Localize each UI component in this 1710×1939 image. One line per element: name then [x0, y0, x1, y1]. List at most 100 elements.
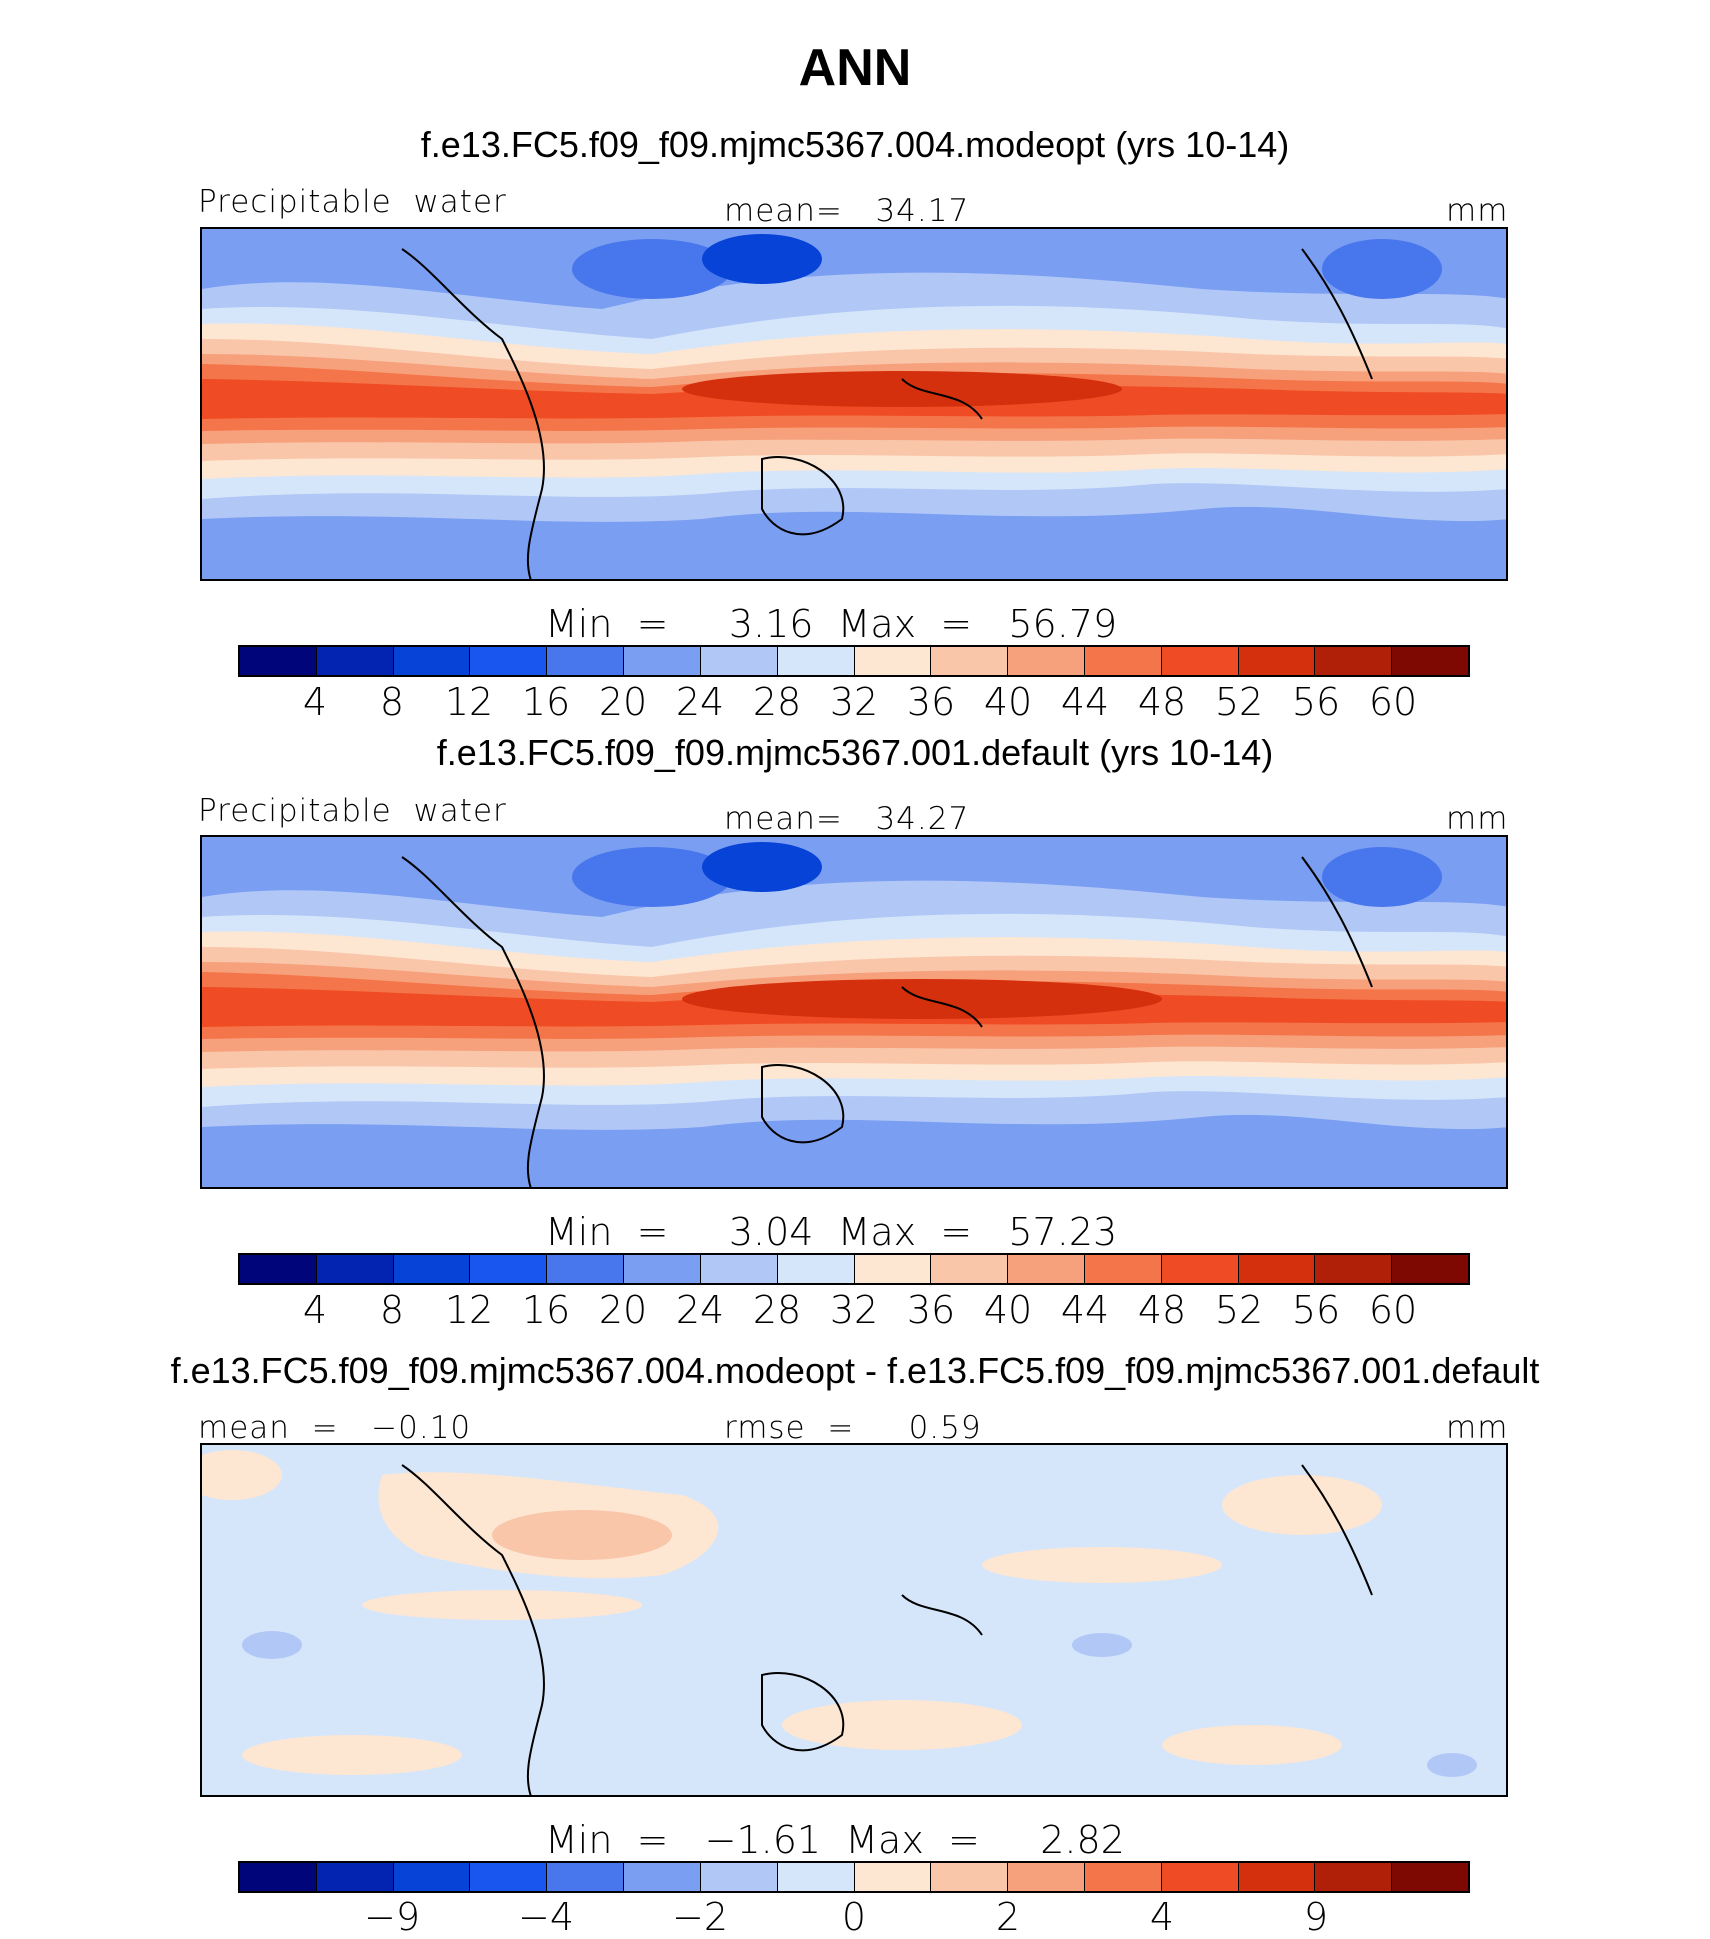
panel-1-map: [200, 227, 1508, 581]
colorbar-swatch: [1315, 1255, 1393, 1283]
colorbar-swatch: [931, 1863, 1009, 1891]
colorbar-swatch: [854, 1863, 932, 1891]
colorbar-swatch: [931, 1255, 1009, 1283]
colorbar-swatch: [1008, 1863, 1085, 1891]
panel-1-units-label: mm: [1446, 193, 1509, 229]
colorbar-swatch: [1392, 647, 1468, 675]
colorbar-tick-label: 20: [598, 680, 648, 724]
colorbar-tick-label: 4: [1149, 1895, 1175, 1939]
colorbar-tick-label: 52: [1214, 1288, 1264, 1332]
colorbar-swatch: [700, 647, 778, 675]
panel-2-title: f.e13.FC5.f09_f09.mjmc5367.001.default (…: [436, 732, 1274, 773]
colorbar-swatch: [1084, 1863, 1162, 1891]
colorbar-tick-label: 20: [598, 1288, 648, 1332]
colorbar-swatch: [931, 647, 1009, 675]
colorbar-swatch: [470, 1863, 548, 1891]
panel-3-minmax: Min = −1.61 Max = 2.82: [545, 1818, 1125, 1862]
colorbar-tick-label: 32: [829, 1288, 879, 1332]
colorbar-tick-label: 60: [1368, 1288, 1418, 1332]
colorbar-swatch: [547, 1863, 625, 1891]
colorbar-swatch: [624, 647, 701, 675]
colorbar-swatch: [777, 1255, 855, 1283]
colorbar-tick-label: 44: [1060, 1288, 1110, 1332]
colorbar-tick-label: 8: [379, 1288, 405, 1332]
panel-1-minmax: Min = 3.16 Max = 56.79: [545, 602, 1118, 646]
panel-1-mean-label: mean= 34.17: [724, 193, 970, 229]
colorbar-tick-label: 32: [829, 680, 879, 724]
panel-2-colorbar: [238, 1253, 1470, 1285]
colorbar-swatch: [1084, 647, 1162, 675]
panel-2-units-label: mm: [1446, 801, 1509, 837]
colorbar-tick-label: 4: [302, 1288, 328, 1332]
colorbar-swatch: [240, 1863, 317, 1891]
panel-1-variable-label: Precipitable water: [198, 184, 507, 220]
colorbar-swatch: [624, 1863, 701, 1891]
colorbar-swatch: [854, 1255, 932, 1283]
colorbar-tick-label: 16: [521, 680, 571, 724]
main-title: ANN: [798, 39, 912, 97]
colorbar-tick-label: 60: [1368, 680, 1418, 724]
colorbar-swatch: [547, 1255, 625, 1283]
panel-3-title: f.e13.FC5.f09_f09.mjmc5367.004.modeopt -…: [170, 1350, 1540, 1391]
panel-1-colorbar-ticks: 4 8 12 16 20 24 28 32 36 40 44 48 52 56 …: [238, 680, 1470, 724]
panel-3-mean-label: mean = −0.10: [198, 1410, 472, 1446]
colorbar-swatch: [1392, 1255, 1468, 1283]
colorbar-tick-label: 40: [983, 680, 1033, 724]
colorbar-swatch: [1392, 1863, 1468, 1891]
colorbar-tick-label: 4: [302, 680, 328, 724]
colorbar-swatch: [1161, 1255, 1239, 1283]
colorbar-swatch: [393, 1255, 471, 1283]
colorbar-swatch: [777, 1863, 855, 1891]
colorbar-swatch: [1008, 647, 1085, 675]
colorbar-swatch: [316, 647, 394, 675]
colorbar-swatch: [316, 1863, 394, 1891]
colorbar-swatch: [1238, 1255, 1316, 1283]
colorbar-tick-label: −2: [671, 1895, 729, 1939]
colorbar-swatch: [547, 647, 625, 675]
colorbar-swatch: [393, 1863, 471, 1891]
colorbar-swatch: [700, 1255, 778, 1283]
colorbar-swatch: [700, 1863, 778, 1891]
panel-3-colorbar-ticks: −9 −4 −2 0 2 4 9: [238, 1895, 1470, 1939]
colorbar-swatch: [1315, 1863, 1393, 1891]
colorbar-swatch: [470, 647, 548, 675]
colorbar-tick-label: 12: [444, 1288, 494, 1332]
colorbar-tick-label: 16: [521, 1288, 571, 1332]
colorbar-swatch: [1238, 1863, 1316, 1891]
panel-1-colorbar: [238, 645, 1470, 677]
panel-3-map-field: [202, 1445, 1506, 1795]
panel-2-minmax: Min = 3.04 Max = 57.23: [545, 1210, 1118, 1254]
panel-3-rmse-label: rmse = 0.59: [724, 1410, 982, 1446]
colorbar-swatch: [240, 1255, 317, 1283]
colorbar-swatch: [1161, 1863, 1239, 1891]
colorbar-swatch: [1315, 647, 1393, 675]
colorbar-tick-label: 24: [675, 1288, 725, 1332]
colorbar-swatch: [240, 647, 317, 675]
colorbar-tick-label: 40: [983, 1288, 1033, 1332]
colorbar-tick-label: 2: [995, 1895, 1021, 1939]
panel-2-mean-label: mean= 34.27: [724, 801, 970, 837]
colorbar-tick-label: 44: [1060, 680, 1110, 724]
colorbar-tick-label: 8: [379, 680, 405, 724]
colorbar-tick-label: 12: [444, 680, 494, 724]
colorbar-tick-label: 28: [752, 1288, 802, 1332]
colorbar-swatch: [624, 1255, 701, 1283]
colorbar-tick-label: 9: [1303, 1895, 1329, 1939]
colorbar-tick-label: −9: [363, 1895, 421, 1939]
colorbar-tick-label: 52: [1214, 680, 1264, 724]
colorbar-tick-label: 28: [752, 680, 802, 724]
colorbar-swatch: [1161, 647, 1239, 675]
colorbar-tick-label: 0: [841, 1895, 867, 1939]
panel-3-colorbar: [238, 1861, 1470, 1893]
panel-2-map-field: [202, 837, 1506, 1187]
colorbar-tick-label: 36: [906, 680, 956, 724]
panel-1-map-field: [202, 229, 1506, 579]
colorbar-swatch: [1084, 1255, 1162, 1283]
panel-1-title: f.e13.FC5.f09_f09.mjmc5367.004.modeopt (…: [420, 124, 1290, 165]
colorbar-tick-label: −4: [517, 1895, 575, 1939]
colorbar-swatch: [854, 647, 932, 675]
colorbar-swatch: [470, 1255, 548, 1283]
colorbar-swatch: [1008, 1255, 1085, 1283]
colorbar-swatch: [1238, 647, 1316, 675]
colorbar-swatch: [777, 647, 855, 675]
